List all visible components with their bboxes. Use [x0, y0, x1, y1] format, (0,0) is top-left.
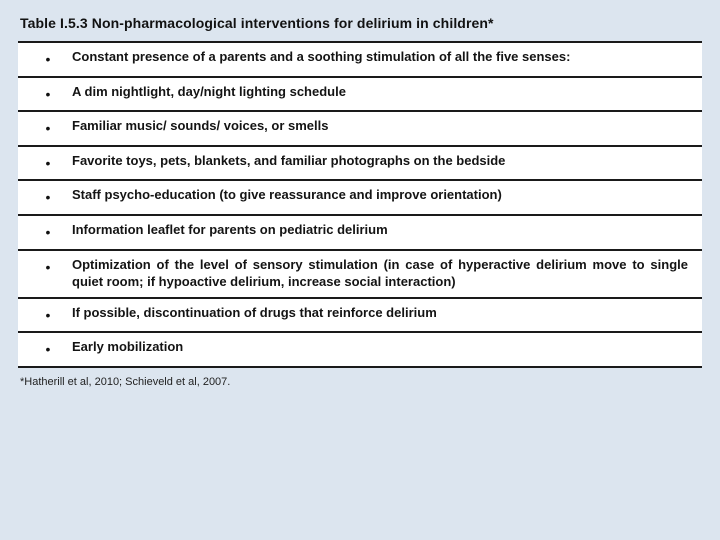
bullet-icon: •: [26, 152, 70, 174]
row-text: Familiar music/ sounds/ voices, or smell…: [70, 117, 694, 135]
row-text: If possible, discontinuation of drugs th…: [70, 304, 694, 322]
table-row: • Early mobilization: [18, 333, 702, 366]
row-text: A dim nightlight, day/night lighting sch…: [70, 83, 694, 101]
table-row: • A dim nightlight, day/night lighting s…: [18, 78, 702, 113]
bullet-icon: •: [26, 304, 70, 326]
bullet-icon: •: [26, 221, 70, 243]
bullet-icon: •: [26, 338, 70, 360]
table-row: • If possible, discontinuation of drugs …: [18, 299, 702, 334]
bullet-icon: •: [26, 117, 70, 139]
row-text: Information leaflet for parents on pedia…: [70, 221, 694, 239]
bullet-icon: •: [26, 256, 70, 278]
row-text: Favorite toys, pets, blankets, and famil…: [70, 152, 694, 170]
table-row: • Information leaflet for parents on ped…: [18, 216, 702, 251]
table-row: • Optimization of the level of sensory s…: [18, 251, 702, 299]
table-footnote: *Hatherill et al, 2010; Schieveld et al,…: [18, 368, 702, 388]
table-title: Table I.5.3 Non-pharmacological interven…: [18, 10, 702, 41]
row-text: Constant presence of a parents and a soo…: [70, 48, 694, 66]
row-text: Staff psycho-education (to give reassura…: [70, 186, 694, 204]
bullet-icon: •: [26, 186, 70, 208]
interventions-table: • Constant presence of a parents and a s…: [18, 41, 702, 368]
table-row: • Staff psycho-education (to give reassu…: [18, 181, 702, 216]
table-row: • Constant presence of a parents and a s…: [18, 43, 702, 78]
page: Table I.5.3 Non-pharmacological interven…: [0, 0, 720, 540]
row-text: Early mobilization: [70, 338, 694, 356]
bullet-icon: •: [26, 48, 70, 70]
bullet-icon: •: [26, 83, 70, 105]
row-text: Optimization of the level of sensory sti…: [70, 256, 694, 291]
table-row: • Favorite toys, pets, blankets, and fam…: [18, 147, 702, 182]
table-row: • Familiar music/ sounds/ voices, or sme…: [18, 112, 702, 147]
